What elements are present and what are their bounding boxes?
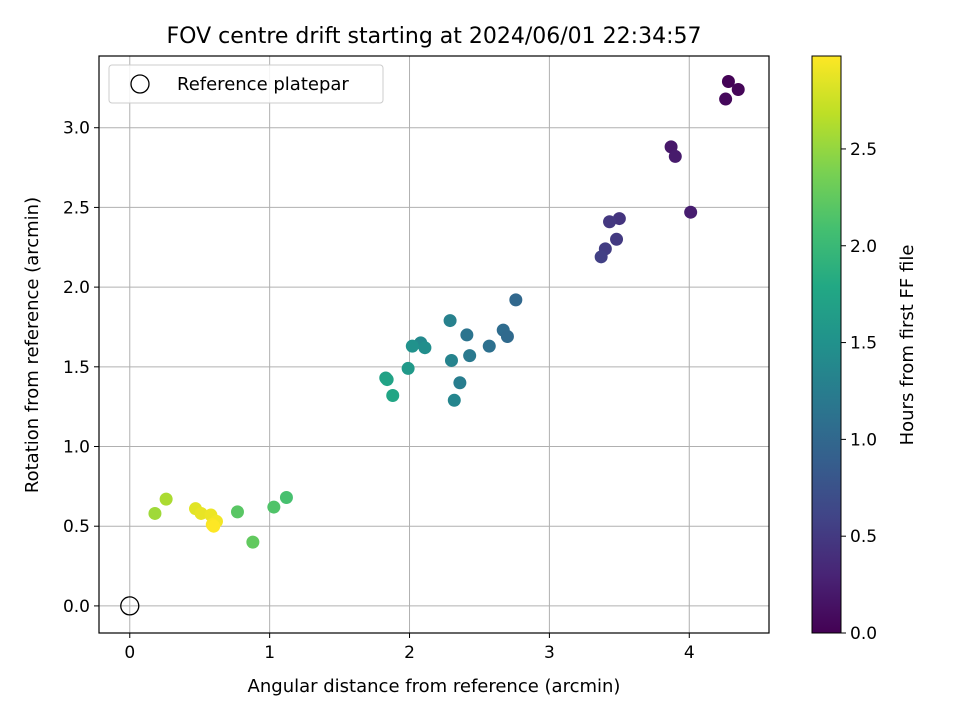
scatter-point [460,328,474,342]
scatter-point [386,389,400,403]
y-tick-label: 1.0 [63,438,90,458]
colorbar-label: Hours from first FF file [897,245,918,446]
y-tick-label: 1.5 [63,358,90,378]
scatter-point [159,492,173,506]
y-tick-label: 2.5 [63,198,90,218]
legend-label-reference: Reference platepar [177,74,349,95]
scatter-points [148,75,745,549]
scatter-point [418,341,432,355]
scatter-point [230,505,244,519]
scatter-point [721,75,735,89]
scatter-point [610,232,624,246]
y-tick-label: 0.5 [63,517,90,537]
x-tick-label: 2 [404,643,415,663]
colorbar-ticks: 0.0 0.5 1.0 1.5 2.0 2.5 [841,140,877,644]
y-tick-label: 0.0 [63,597,90,617]
x-axis-label: Angular distance from reference (arcmin) [248,676,621,697]
scatter-point [684,205,698,219]
y-axis-label: Rotation from reference (arcmin) [22,197,43,493]
scatter-point [444,353,458,367]
colorbar-tick-label: 2.0 [850,237,877,257]
scatter-point [447,393,461,407]
x-tick-label: 4 [684,643,695,663]
scatter-point [500,330,514,344]
reference-marker-group [120,596,140,616]
scatter-point [594,250,608,264]
scatter-point [207,519,221,533]
scatter-point [731,82,745,96]
legend: Reference platepar [108,64,384,104]
scatter-point [148,506,162,520]
colorbar-tick-label: 2.5 [850,140,877,160]
scatter-point [246,535,260,549]
scatter-point [453,376,467,390]
x-tick-label: 1 [264,643,275,663]
plot-area-frame [98,55,770,634]
scatter-point [380,373,394,387]
colorbar-tick-label: 1.0 [850,430,877,450]
scatter-point [279,491,293,505]
y-tick-label: 3.0 [63,119,90,139]
scatter-point [668,149,682,163]
reference-platepar-marker [120,596,140,616]
chart-title: FOV centre drift starting at 2024/06/01 … [167,24,702,49]
scatter-point [194,506,208,520]
scatter-point [603,215,617,229]
scatter-point [401,361,415,375]
scatter-point [463,349,477,363]
x-axis-ticks: 0 1 2 3 4 [124,633,695,663]
legend-box [108,64,384,104]
scatter-point [719,92,733,106]
scatter-point [612,212,626,226]
scatter-point [405,339,419,353]
scatter-point [482,339,496,353]
colorbar-tick-label: 0.0 [850,624,877,644]
colorbar-gradient [811,55,842,634]
legend-marker-reference [130,74,150,94]
scatter-point [509,293,523,307]
y-tick-label: 2.0 [63,278,90,298]
scatter-point [443,314,457,328]
colorbar: 0.0 0.5 1.0 1.5 2.0 2.5 Hours from first FF f… [811,55,918,644]
y-axis-ticks: 0.0 0.5 1.0 1.5 2.0 2.5 3.0 [63,119,99,617]
colorbar-tick-label: 1.5 [850,334,877,354]
scatter-point [267,500,281,514]
colorbar-tick-label: 0.5 [850,527,877,547]
x-tick-label: 0 [124,643,135,663]
x-tick-label: 3 [544,643,555,663]
